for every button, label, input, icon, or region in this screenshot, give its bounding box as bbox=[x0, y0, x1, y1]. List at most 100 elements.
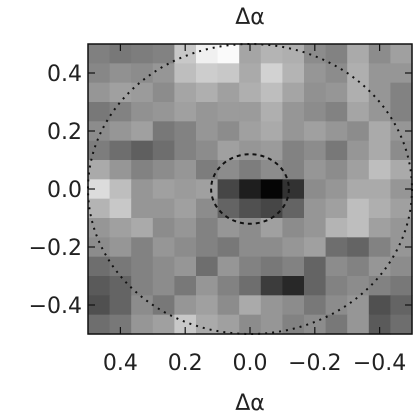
heatmap-cell-10-14 bbox=[390, 237, 413, 258]
heatmap-cell-0-10 bbox=[304, 44, 327, 64]
heatmap-cell-4-3 bbox=[152, 121, 175, 142]
heatmap-cell-10-10 bbox=[304, 237, 327, 258]
heatmap-cell-5-3 bbox=[152, 140, 175, 161]
heatmap-cell-12-14 bbox=[390, 276, 413, 296]
heatmap-cell-7-13 bbox=[368, 179, 391, 200]
heatmap-cell-11-6 bbox=[217, 256, 240, 277]
heatmap-cell-2-6 bbox=[217, 82, 240, 103]
heatmap-cell-10-7 bbox=[239, 237, 262, 258]
heatmap-cell-1-13 bbox=[368, 63, 391, 84]
heatmap-cell-0-11 bbox=[325, 44, 348, 64]
heatmap-cell-12-8 bbox=[260, 276, 283, 296]
heatmap-cell-8-0 bbox=[88, 198, 111, 219]
heatmap-cell-4-12 bbox=[347, 121, 370, 142]
heatmap-cell-3-11 bbox=[325, 102, 348, 122]
heatmap-cell-13-12 bbox=[347, 295, 370, 316]
heatmap-cell-13-8 bbox=[260, 295, 283, 316]
heatmap-cell-2-12 bbox=[347, 82, 370, 103]
heatmap-cell-8-14 bbox=[390, 198, 413, 219]
heatmap-cell-7-14 bbox=[390, 179, 413, 200]
heatmap-cell-1-9 bbox=[282, 63, 305, 84]
heatmap-cell-2-7 bbox=[239, 82, 262, 103]
heatmap-cell-14-7 bbox=[239, 314, 262, 335]
heatmap-cell-13-0 bbox=[88, 295, 111, 316]
heatmap-cell-1-7 bbox=[239, 63, 262, 84]
heatmap-cell-11-4 bbox=[174, 256, 197, 277]
heatmap-cell-3-14 bbox=[390, 102, 413, 122]
heatmap-cell-3-5 bbox=[196, 102, 219, 122]
heatmap-cell-5-12 bbox=[347, 140, 370, 161]
heatmap-cell-9-13 bbox=[368, 218, 391, 238]
heatmap-cell-3-1 bbox=[109, 102, 132, 122]
heatmap-cell-1-5 bbox=[196, 63, 219, 84]
heatmap-cell-0-3 bbox=[152, 44, 175, 64]
heatmap-cell-4-9 bbox=[282, 121, 305, 142]
heatmap-cell-8-6 bbox=[217, 198, 240, 219]
heatmap-cell-14-2 bbox=[131, 314, 154, 335]
inner-dashed-circle bbox=[210, 153, 290, 225]
heatmap-cell-3-10 bbox=[304, 102, 327, 122]
heatmap-cell-11-12 bbox=[347, 256, 370, 277]
heatmap-cell-4-1 bbox=[109, 121, 132, 142]
heatmap-cell-11-1 bbox=[109, 256, 132, 277]
heatmap-cell-1-14 bbox=[390, 63, 413, 84]
heatmap-cell-7-0 bbox=[88, 179, 111, 200]
heatmap-cell-0-0 bbox=[88, 44, 111, 64]
heatmap-cell-12-12 bbox=[347, 276, 370, 296]
heatmap-cell-6-5 bbox=[196, 160, 219, 180]
heatmap-cell-12-13 bbox=[368, 276, 391, 296]
heatmap-cell-1-10 bbox=[304, 63, 327, 84]
heatmap-cell-1-11 bbox=[325, 63, 348, 84]
y-tick-labels: −0.4 −0.2 0.0 0.2 0.4 bbox=[29, 62, 82, 319]
heatmap-cell-2-9 bbox=[282, 82, 305, 103]
heatmap-cell-1-2 bbox=[131, 63, 154, 84]
heatmap-cell-4-8 bbox=[260, 121, 283, 142]
heatmap-cell-6-9 bbox=[282, 160, 305, 180]
heatmap-cell-14-13 bbox=[368, 314, 391, 335]
heatmap-cell-7-8 bbox=[260, 179, 283, 200]
heatmap-cell-6-14 bbox=[390, 160, 413, 180]
heatmap-cell-5-0 bbox=[88, 140, 111, 161]
heatmap-cell-14-14 bbox=[390, 314, 413, 335]
heatmap-cell-12-7 bbox=[239, 276, 262, 296]
y-tick-label-4: 0.4 bbox=[47, 62, 82, 87]
heatmap-cell-1-3 bbox=[152, 63, 175, 84]
heatmap-cell-5-5 bbox=[196, 140, 219, 161]
heatmap-cell-0-12 bbox=[347, 44, 370, 64]
heatmap-cell-9-3 bbox=[152, 218, 175, 238]
heatmap-cell-14-1 bbox=[109, 314, 132, 335]
x-tick-label-1: 0.2 bbox=[168, 351, 203, 376]
heatmap-cell-11-0 bbox=[88, 256, 111, 277]
heatmap-cell-13-10 bbox=[304, 295, 327, 316]
x-tick-label-2: 0.0 bbox=[233, 351, 268, 376]
heatmap-cell-8-5 bbox=[196, 198, 219, 219]
heatmap-cell-7-3 bbox=[152, 179, 175, 200]
heatmap-cell-9-10 bbox=[304, 218, 327, 238]
y-tick-label-0: −0.4 bbox=[29, 294, 82, 319]
heatmap-cell-5-7 bbox=[239, 140, 262, 161]
heatmap-cell-14-6 bbox=[217, 314, 240, 335]
heatmap-cell-12-2 bbox=[131, 276, 154, 296]
heatmap-cell-13-11 bbox=[325, 295, 348, 316]
heatmap-cell-5-2 bbox=[131, 140, 154, 161]
heatmap-cell-12-6 bbox=[217, 276, 240, 296]
heatmap-cell-2-4 bbox=[174, 82, 197, 103]
heatmap-cell-3-9 bbox=[282, 102, 305, 122]
heatmap-cell-10-5 bbox=[196, 237, 219, 258]
heatmap-cell-3-2 bbox=[131, 102, 154, 122]
heatmap-cell-9-9 bbox=[282, 218, 305, 238]
heatmap-cell-0-5 bbox=[196, 44, 219, 64]
heatmap-cell-10-1 bbox=[109, 237, 132, 258]
heatmap-cell-8-9 bbox=[282, 198, 305, 219]
heatmap-cell-13-4 bbox=[174, 295, 197, 316]
heatmap-cell-11-2 bbox=[131, 256, 154, 277]
heatmap-cell-4-4 bbox=[174, 121, 197, 142]
heatmap-cell-10-8 bbox=[260, 237, 283, 258]
heatmap-cell-11-10 bbox=[304, 256, 327, 277]
heatmap-cell-3-3 bbox=[152, 102, 175, 122]
chart-title: Δα bbox=[235, 5, 265, 30]
heatmap-cell-11-14 bbox=[390, 256, 413, 277]
heatmap-cell-4-7 bbox=[239, 121, 262, 142]
heatmap-cell-9-12 bbox=[347, 218, 370, 238]
heatmap-cells bbox=[88, 44, 413, 335]
